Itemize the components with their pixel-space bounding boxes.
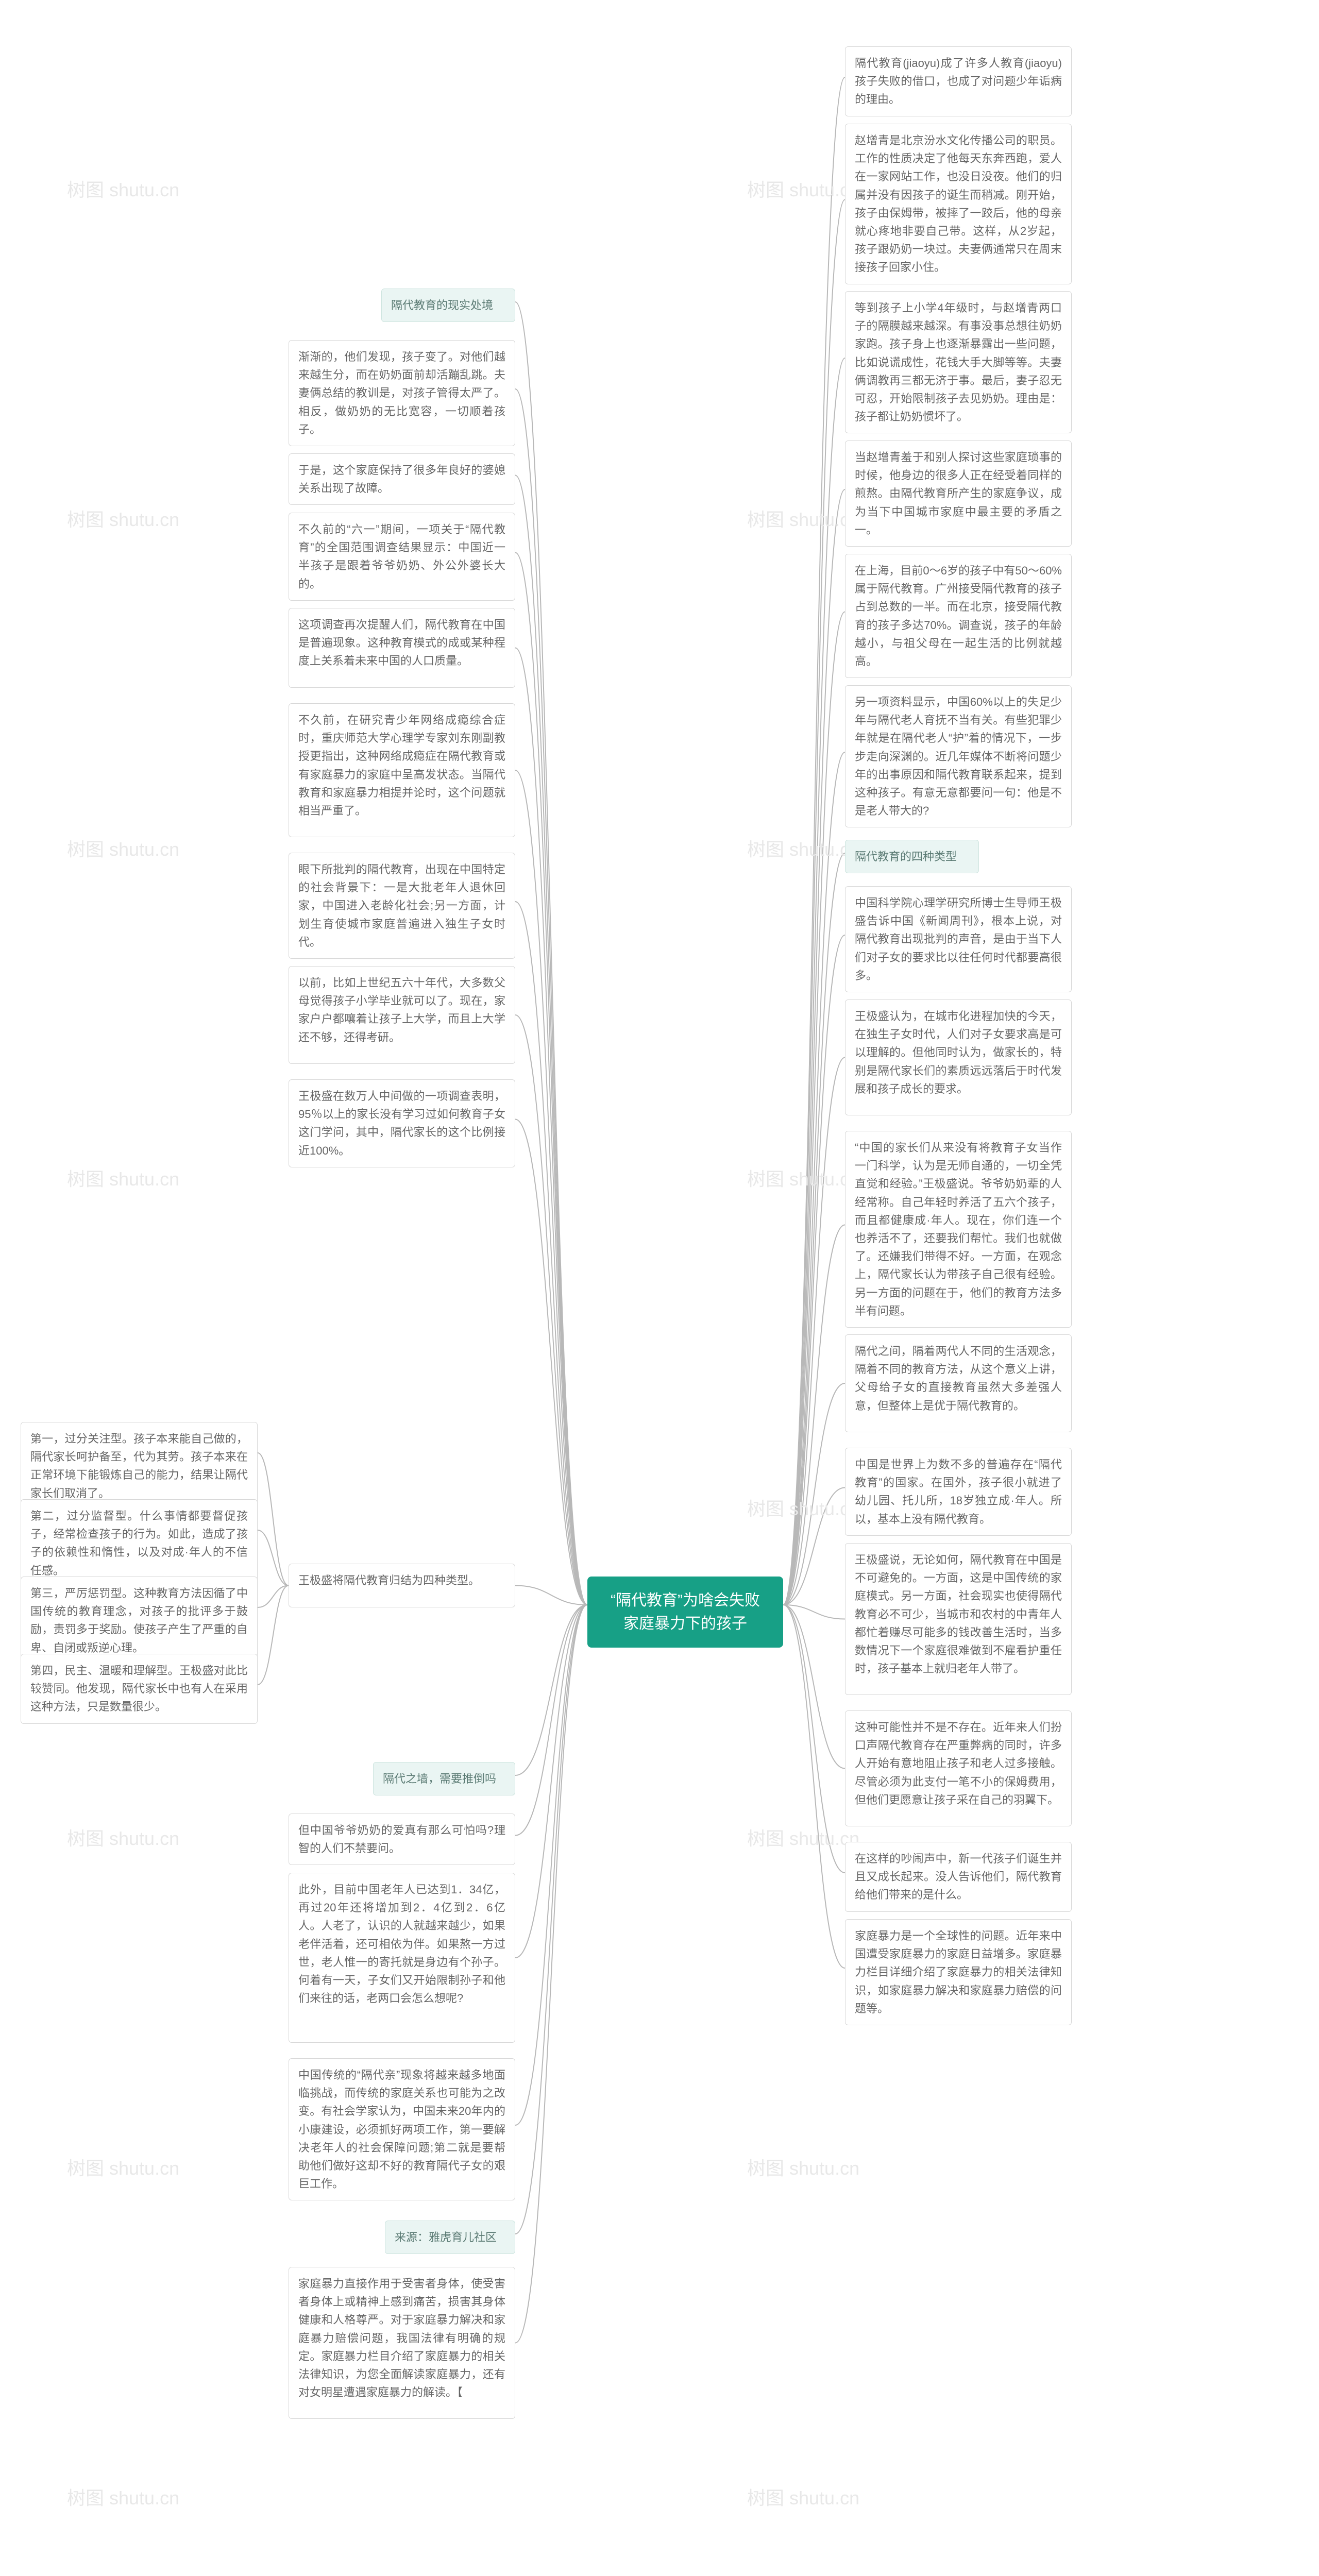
mindmap-node: 第一，过分关注型。孩子本来能自己做的，隔代家长呵护备至，代为其劳。孩子本来在正常… <box>21 1422 258 1510</box>
connector <box>783 853 845 1605</box>
mindmap-node: 这种可能性并不是不存在。近年来人们扮口声隔代教育存在严重弊病的同时，许多人开始有… <box>845 1710 1072 1826</box>
watermark: 树图 shutu.cn <box>747 175 859 202</box>
connector <box>783 1488 845 1605</box>
connector-layer <box>0 0 1319 2576</box>
connector <box>515 1605 587 2234</box>
connector <box>515 1605 587 1775</box>
connector <box>783 358 845 1605</box>
watermark: 树图 shutu.cn <box>747 1494 859 1521</box>
mindmap-node: 此外，目前中国老年人已达到1．34亿，再过20年还将增加到2．4亿到2．6亿人。… <box>289 1873 515 2043</box>
mindmap-node: 在上海，目前0～6岁的孩子中有50～60%属于隔代教育。广州接受隔代教育的孩子占… <box>845 554 1072 678</box>
connector <box>515 1605 587 1836</box>
mindmap-node: 王极盛认为，在城市化进程加快的今天，在独生子女时代，人们对子女要求高是可以理解的… <box>845 999 1072 1115</box>
connector <box>783 1225 845 1605</box>
watermark: 树图 shutu.cn <box>67 835 179 861</box>
mindmap-node: 隔代教育(jiaoyu)成了许多人教育(jiaoyu)孩子失败的借口，也成了对问… <box>845 46 1072 116</box>
connector <box>515 1120 587 1605</box>
mindmap-node: 眼下所批判的隔代教育，出现在中国特定的社会背景下：一是大批老年人退休回家，中国进… <box>289 853 515 959</box>
watermark: 树图 shutu.cn <box>747 2154 859 2180</box>
watermark: 树图 shutu.cn <box>67 1164 179 1191</box>
watermark: 树图 shutu.cn <box>67 2154 179 2180</box>
mindmap-node: 来源：雅虎育儿社区 <box>385 2221 515 2254</box>
mindmap-node: 隔代教育的四种类型 <box>845 840 979 873</box>
connector <box>515 553 587 1605</box>
watermark: 树图 shutu.cn <box>67 505 179 532</box>
mindmap-node: “中国的家长们从来没有将教育子女当作一门科学，认为是无师自通的，一切全凭直觉和经… <box>845 1131 1072 1328</box>
mindmap-node: 另一项资料显示，中国60%以上的失足少年与隔代老人育抚不当有关。有些犯罪少年就是… <box>845 685 1072 827</box>
connector <box>783 1605 845 1873</box>
connector <box>783 200 845 1605</box>
mindmap-node: 不久前，在研究青少年网络成瘾综合症时，重庆师范大学心理学专家刘东刚副教授更指出，… <box>289 703 515 837</box>
connector <box>783 1605 845 1968</box>
connector <box>515 1015 587 1605</box>
connector <box>783 935 845 1605</box>
connector <box>515 1605 587 2125</box>
connector <box>515 648 587 1605</box>
mindmap-node: 王极盛在数万人中间做的一项调查表明，95％以上的家长没有学习过如何教育子女这门学… <box>289 1079 515 1167</box>
watermark: 树图 shutu.cn <box>67 2483 179 2510</box>
watermark: 树图 shutu.cn <box>67 1824 179 1851</box>
connector <box>515 1586 587 1605</box>
mindmap-node: 当赵增青羞于和别人探讨这些家庭琐事的时候，他身边的很多人正在经受着同样的煎熬。由… <box>845 440 1072 547</box>
mindmap-node: 隔代之间，隔着两代人不同的生活观念，隔着不同的教育方法，从这个意义上讲，父母给子… <box>845 1334 1072 1432</box>
mindmap-node: 以前，比如上世纪五六十年代，大多数父母觉得孩子小学毕业就可以了。现在，家家户户都… <box>289 966 515 1064</box>
mindmap-node: 第三，严厉惩罚型。这种教育方法因循了中国传统的教育理念，对孩子的批评多于鼓励，责… <box>21 1577 258 1665</box>
connector <box>783 77 845 1605</box>
mindmap-node: 于是，这个家庭保持了很多年良好的婆媳关系出现了故障。 <box>289 453 515 505</box>
mindmap-node: 中国传统的“隔代亲”现象将越来越多地面临挑战，而传统的家庭关系也可能为之改变。有… <box>289 2058 515 2200</box>
connector <box>783 1058 845 1605</box>
connector <box>258 1586 289 1685</box>
watermark: 树图 shutu.cn <box>747 1824 859 1851</box>
mindmap-node: 中国是世界上为数不多的普遍存在“隔代教育”的国家。在国外，孩子很小就进了幼儿园、… <box>845 1448 1072 1536</box>
watermark: 树图 shutu.cn <box>67 175 179 202</box>
connector <box>258 1586 289 1608</box>
mindmap-node: 王极盛将隔代教育归结为四种类型。 <box>289 1564 515 1607</box>
mindmap-node: 隔代之墙，需要推倒吗 <box>373 1762 515 1795</box>
watermark: 树图 shutu.cn <box>747 835 859 861</box>
mindmap-node: 赵增青是北京汾水文化传播公司的职员。工作的性质决定了他每天东奔西跑，爱人在一家网… <box>845 124 1072 284</box>
connector <box>783 1605 845 1619</box>
connector <box>783 489 845 1605</box>
mindmap-node: 中国科学院心理学研究所博士生导师王极盛告诉中国《新闻周刊》，根本上说，对隔代教育… <box>845 886 1072 992</box>
watermark: 树图 shutu.cn <box>747 1164 859 1191</box>
connector <box>515 302 587 1605</box>
connector <box>515 902 587 1605</box>
mindmap-node: 第二，过分监督型。什么事情都要督促孩子，经常检查孩子的行为。如此，造成了孩子的依… <box>21 1499 258 1587</box>
connector <box>515 770 587 1605</box>
mindmap-node: 第四，民主、温暖和理解型。王极盛对此比较赞同。他发现，隔代家长中也有人在采用这种… <box>21 1654 258 1724</box>
connector <box>783 752 845 1605</box>
connector <box>515 1605 587 1958</box>
mindmap-node: 家庭暴力是一个全球性的问题。近年来中国遭受家庭暴力的家庭日益增多。家庭暴力栏目详… <box>845 1919 1072 2025</box>
mindmap-node: 在这样的吵闹声中，新一代孩子们诞生并且又成长起来。没人告诉他们，隔代教育给他们带… <box>845 1842 1072 1912</box>
connector <box>515 476 587 1605</box>
mindmap-node: 王极盛说，无论如何，隔代教育在中国是不可避免的。一方面，这是中国传统的家庭模式。… <box>845 1543 1072 1695</box>
connector <box>515 1605 587 2343</box>
mindmap-node: 等到孩子上小学4年级时，与赵增青两口子的隔膜越来越深。有事没事总想往奶奶家跑。孩… <box>845 291 1072 433</box>
connector <box>515 389 587 1605</box>
mindmap-root: “隔代教育”为啥会失败家庭暴力下的孩子 <box>587 1577 783 1648</box>
watermark: 树图 shutu.cn <box>747 505 859 532</box>
connector <box>783 1383 845 1605</box>
mindmap-node: 渐渐的，他们发现，孩子变了。对他们越来越生分，而在奶奶面前却活蹦乱跳。夫妻俩总结… <box>289 340 515 446</box>
mindmap-node: 家庭暴力直接作用于受害者身体，使受害者身体上或精神上感到痛苦，损害其身体健康和人… <box>289 2267 515 2419</box>
watermark: 树图 shutu.cn <box>747 2483 859 2510</box>
mindmap-node: 但中国爷爷奶奶的爱真有那么可怕吗?理智的人们不禁要问。 <box>289 1814 515 1865</box>
mindmap-node: 不久前的“六一”期间，一项关于“隔代教育”的全国范围调查结果显示：中国近一半孩子… <box>289 513 515 601</box>
connector <box>258 1453 289 1586</box>
mindmap-node: 隔代教育的现实处境 <box>381 289 515 322</box>
connector <box>783 612 845 1605</box>
mindmap-node: 这项调查再次提醒人们，隔代教育在中国是普遍现象。这种教育模式的成或某种程度上关系… <box>289 608 515 688</box>
connector <box>258 1530 289 1586</box>
connector <box>783 1605 845 1769</box>
